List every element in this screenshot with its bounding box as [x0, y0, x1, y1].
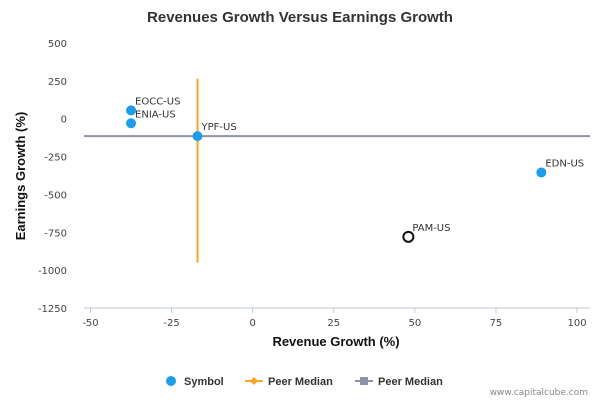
legend-diamond-marker [250, 377, 258, 385]
point-label: YPF-US [201, 122, 237, 133]
y-axis-title: Earnings Growth (%) [13, 112, 28, 241]
x-tick-label: 25 [327, 318, 340, 329]
credit-text[interactable]: www.capitalcube.com [490, 388, 588, 398]
point-edn-us[interactable]: EDN-US [536, 158, 584, 178]
point-label: ENIA-US [135, 109, 176, 120]
y-tick-label: -750 [44, 228, 67, 239]
point-label: EOCC-US [135, 96, 180, 107]
x-tick-label: -50 [82, 318, 98, 329]
legend-circle-marker [166, 376, 176, 386]
chart-title: Revenues Growth Versus Earnings Growth [147, 9, 453, 26]
point-enia-us[interactable]: ENIA-US [126, 109, 176, 129]
y-tick-label: -1000 [38, 266, 67, 277]
x-tick-label: -25 [163, 318, 179, 329]
point-label: EDN-US [545, 158, 584, 169]
y-tick-label: -250 [44, 153, 67, 164]
point-label: PAM-US [412, 223, 450, 234]
point-marker [126, 105, 137, 116]
legend-item-symbol[interactable]: Symbol [166, 376, 224, 388]
plot-area: -50 -25 0 25 50 75 100 5002500-250-500-750-100… [38, 39, 590, 329]
legend-label-peer-median: Peer Median [268, 376, 333, 388]
point-pam-us[interactable]: PAM-US [402, 223, 450, 243]
point-ypf-us[interactable]: YPF-US [192, 122, 237, 142]
y-tick-label: 500 [48, 39, 67, 50]
x-tick-label: 100 [567, 318, 586, 329]
data-points: EOCC-US ENIA-US YPF-US EDN-US PAM-US [126, 96, 584, 243]
point-marker [126, 118, 137, 129]
y-tick-label: -1250 [38, 304, 67, 315]
x-tick-label: 0 [249, 318, 255, 329]
x-tick-label: 50 [408, 318, 421, 329]
y-tick-label: 0 [61, 115, 67, 126]
y-tick-label: -500 [44, 190, 67, 201]
x-tick-label: 75 [490, 318, 503, 329]
point-eocc-us[interactable]: EOCC-US [126, 96, 180, 116]
y-tick-label: 250 [48, 77, 67, 88]
legend-item-peer-median-revenue[interactable]: Peer Median [245, 376, 333, 388]
legend-label-peer-median: Peer Median [378, 376, 443, 388]
x-axis-title: Revenue Growth (%) [272, 334, 399, 349]
point-marker [536, 167, 547, 178]
legend-square-marker [360, 377, 368, 385]
legend-item-peer-median-earnings[interactable]: Peer Median [355, 376, 443, 388]
y-axis-ticks: 500 250 0 -250 -500 -750 -1000 -1250 [38, 39, 67, 315]
legend: Symbol Peer Median Peer Median [166, 376, 443, 388]
legend-label-symbol: Symbol [184, 376, 224, 388]
point-marker [402, 230, 415, 243]
point-marker [192, 131, 203, 142]
x-axis-ticks: -50 -25 0 25 50 75 100 [82, 308, 587, 329]
